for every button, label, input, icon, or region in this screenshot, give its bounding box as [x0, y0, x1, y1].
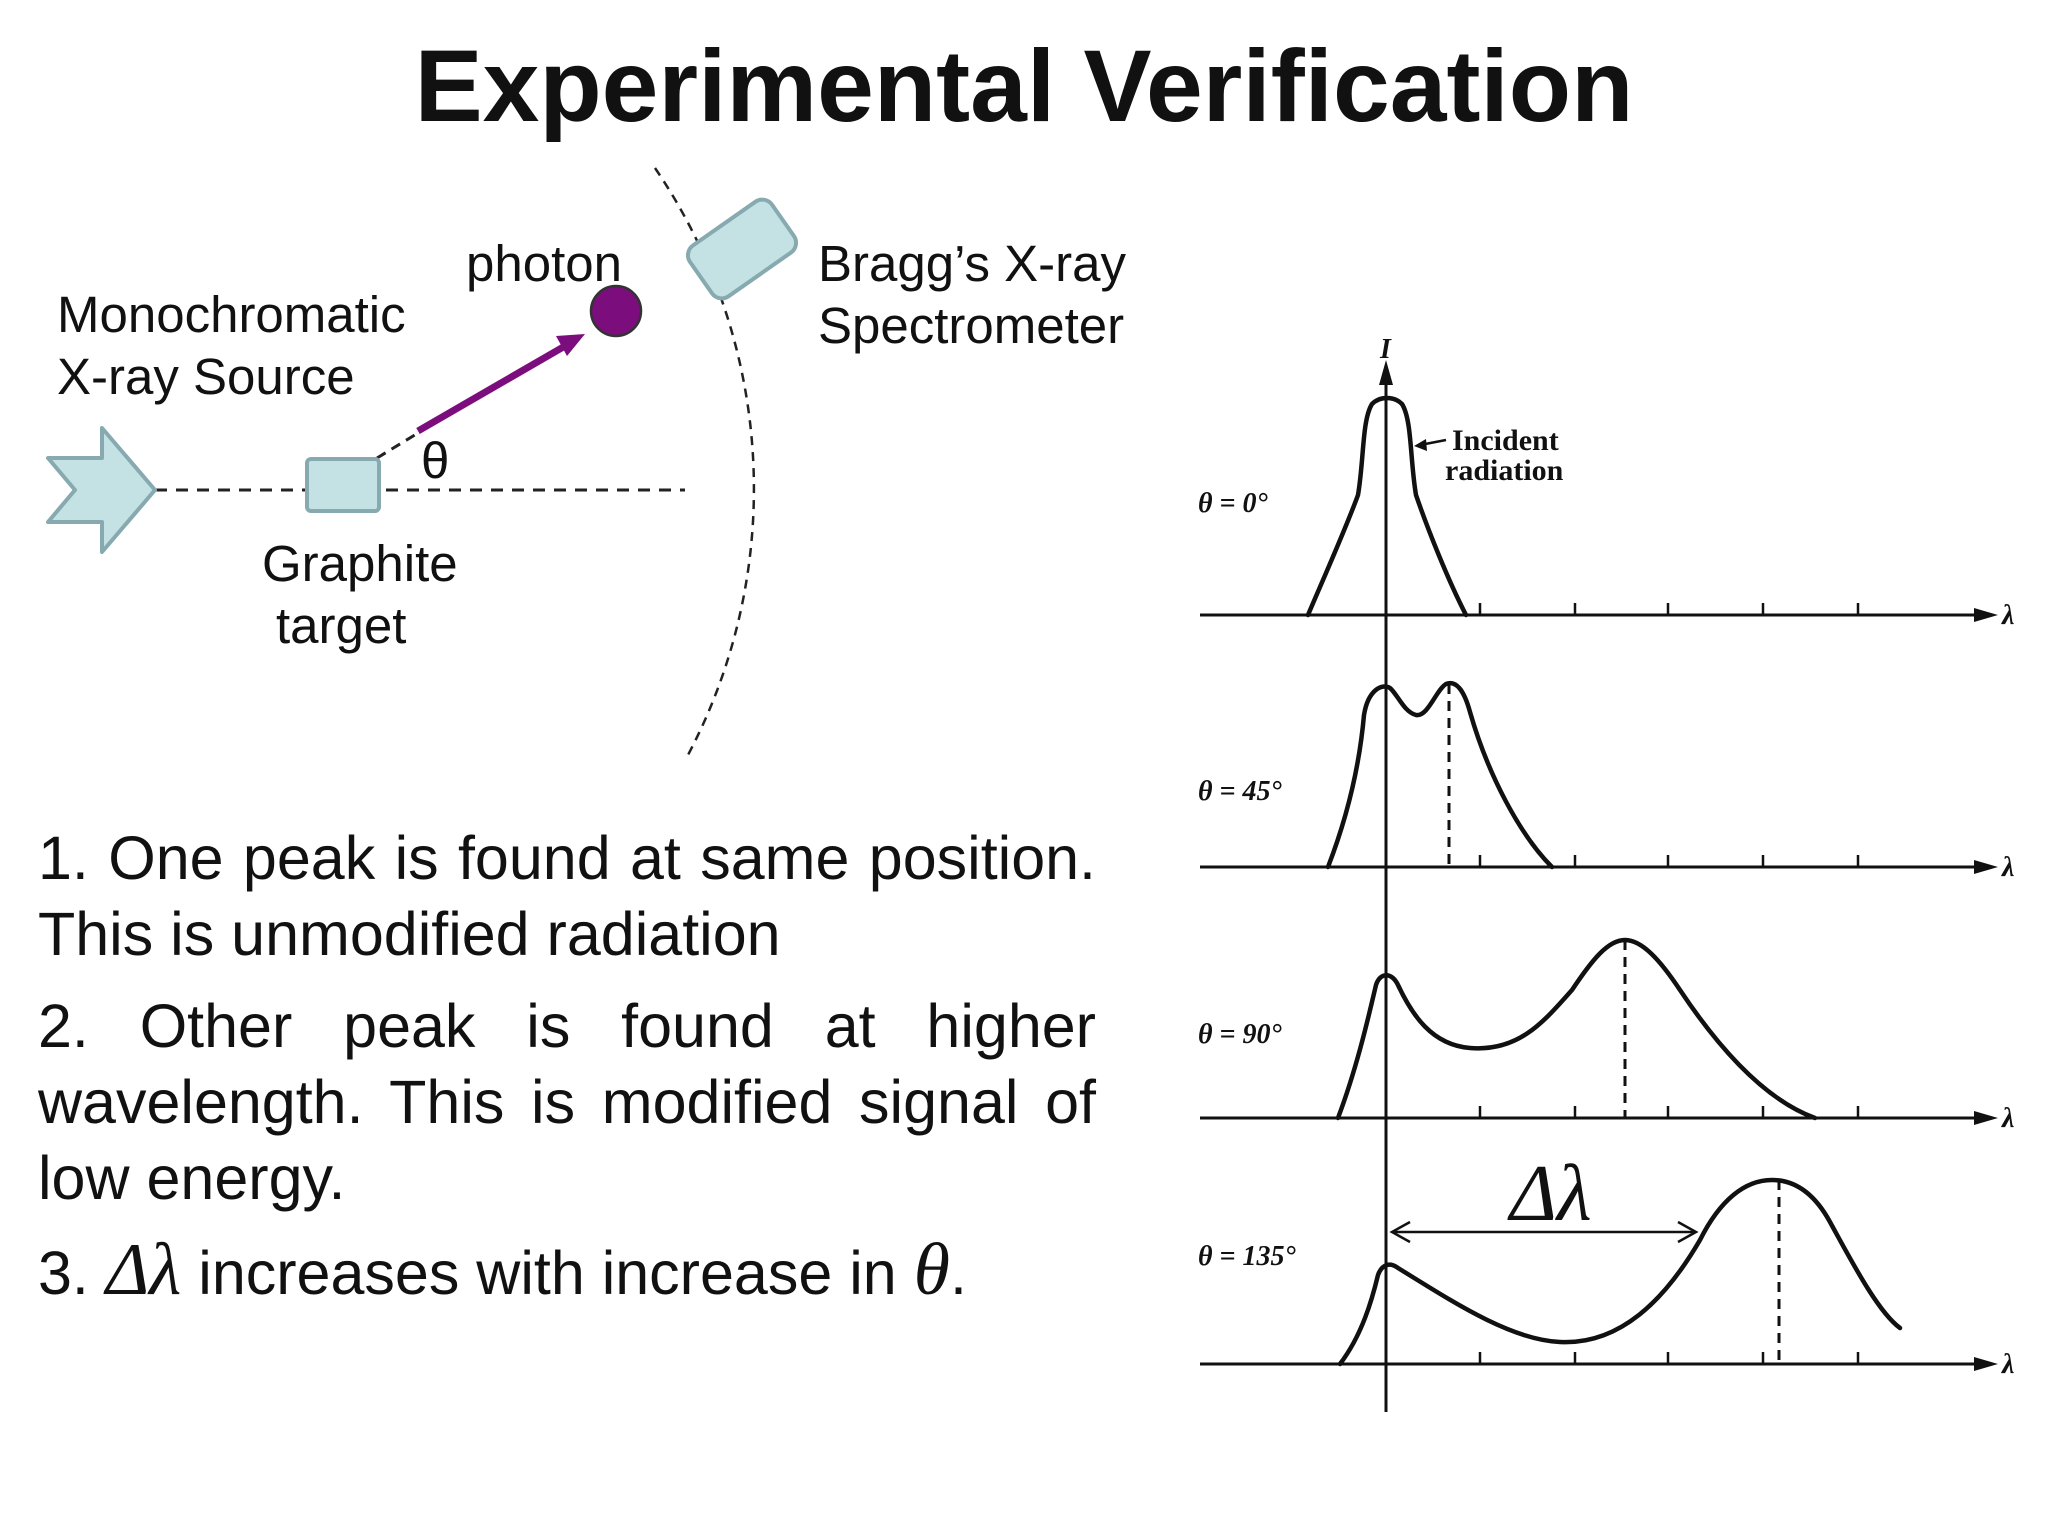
intensity-arrowhead-icon [1379, 360, 1393, 385]
angle-label-0: θ = 0° [1198, 488, 1268, 519]
spectrometer-arc [653, 167, 756, 756]
observation-3-text: increases with increase in [198, 1239, 897, 1307]
spectrum-curve-90 [1335, 937, 1818, 1121]
incident-note-line-1: Incident [1452, 424, 1559, 457]
axes [1200, 375, 1982, 1412]
incident-note-line-2: radiation [1445, 454, 1564, 487]
scatter-path-dashed [376, 431, 419, 460]
spectra-curves [1305, 395, 1903, 1367]
intensity-axis-label: I [1379, 334, 1392, 365]
wavelength-arrowhead-icon [1974, 1357, 1998, 1371]
photon-arrowhead-icon [556, 334, 585, 356]
source-label-line-2: X-ray Source [57, 348, 355, 405]
theta-symbol: θ [913, 1229, 951, 1311]
angle-label-45: θ = 45° [1198, 776, 1282, 807]
target-label-line-1: Graphite [262, 535, 458, 592]
graphite-target-icon [305, 457, 381, 513]
tick-marks [1478, 603, 1860, 1364]
spectrometer-label-line-2: Spectrometer [818, 297, 1124, 354]
observations-list: 1. One peak is found at same position. T… [38, 820, 1096, 1327]
angle-label-135: θ = 135° [1198, 1241, 1296, 1272]
spectrum-curve-45 [1325, 680, 1555, 870]
target-label-line-2: target [276, 597, 406, 654]
wavelength-axis-label-135: λ [2001, 1349, 2014, 1380]
observation-3-period: . [950, 1239, 967, 1307]
delta-lambda-left-head-icon [1389, 1220, 1411, 1244]
axis-arrowheads [1379, 360, 1998, 1371]
photon-particle-icon [589, 284, 643, 338]
incident-pointer-arrowhead-icon [1414, 439, 1427, 451]
wavelength-axis-label-90: λ [2001, 1103, 2014, 1134]
observation-1: 1. One peak is found at same position. T… [38, 824, 1096, 968]
observation-2: 2. Other peak is found at higher wavelen… [38, 992, 1096, 1212]
photon-arrow [416, 342, 567, 435]
wavelength-arrowhead-icon [1974, 1111, 1998, 1125]
observation-3-number: 3. [38, 1239, 89, 1307]
delta-lambda-label: Δλ [1507, 1150, 1592, 1238]
peak-markers [1447, 684, 1781, 1364]
angle-label: θ [421, 432, 449, 489]
wavelength-arrowhead-icon [1974, 860, 1998, 874]
spectrometer-label-line-1: Bragg’s X-ray [818, 235, 1127, 292]
wavelength-axis-label-0: λ [2001, 600, 2014, 631]
observation-3: 3. Δλ increases with increase in θ. [38, 1232, 1096, 1311]
wavelength-arrowhead-icon [1974, 608, 1998, 622]
delta-lambda-right-head-icon [1677, 1220, 1699, 1244]
spectrometer-detector-icon [685, 197, 799, 301]
delta-lambda-symbol: Δλ [105, 1229, 182, 1311]
slide-title: Experimental Verification [414, 29, 1634, 143]
spectrum-curve-135 [1337, 1177, 1903, 1367]
spectrum-curve-0 [1305, 395, 1469, 618]
photon-label: photon [466, 235, 622, 292]
source-label-line-1: Monochromatic [57, 286, 406, 343]
angle-label-90: θ = 90° [1198, 1019, 1282, 1050]
compton-setup-diagram: Monochromatic X-ray Source photon Bragg’… [46, 167, 1127, 756]
wavelength-axis-label-45: λ [2001, 852, 2014, 883]
xray-source-icon [46, 426, 157, 554]
